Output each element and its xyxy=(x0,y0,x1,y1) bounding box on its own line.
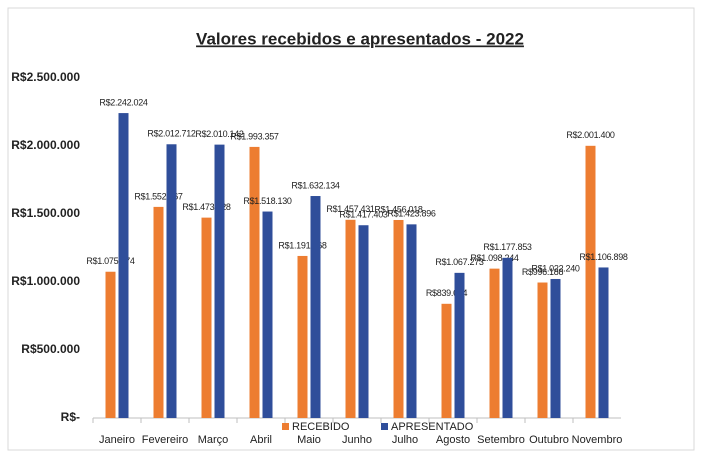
value-label: R$996.188 xyxy=(522,267,564,277)
value-label: R$2.012.712 xyxy=(147,129,196,139)
legend-label: RECEBIDO xyxy=(292,421,350,433)
x-tick-label: Fevereiro xyxy=(142,434,188,446)
x-tick-label: Janeiro xyxy=(99,434,135,446)
legend-swatch xyxy=(282,423,289,430)
value-label: R$2.010.142 xyxy=(195,129,244,139)
bar xyxy=(201,217,212,418)
value-label: R$1.106.898 xyxy=(579,252,628,262)
y-tick-label: R$1.000.000 xyxy=(11,274,80,288)
bar xyxy=(345,219,356,418)
value-label: R$1.457.431 xyxy=(326,204,375,214)
bar xyxy=(550,278,561,418)
x-tick-label: Julho xyxy=(392,434,418,446)
bar xyxy=(105,271,116,418)
value-label: R$1.075.474 xyxy=(86,256,135,266)
x-tick-label: Outubro xyxy=(529,434,569,446)
bar xyxy=(393,219,404,418)
bar xyxy=(310,196,321,418)
value-label: R$1.423.896 xyxy=(387,209,436,219)
bar xyxy=(537,282,548,418)
bar xyxy=(297,255,308,418)
value-label: R$1.518.130 xyxy=(243,196,292,206)
y-tick-label: R$2.500.000 xyxy=(11,70,80,84)
value-label: R$2.242.024 xyxy=(99,97,148,107)
legend-label: APRESENTADO xyxy=(391,421,474,433)
bar xyxy=(406,224,417,418)
value-label: R$2.001.400 xyxy=(566,130,615,140)
bar xyxy=(249,146,260,418)
value-label: R$1.993.357 xyxy=(230,131,279,141)
x-tick-label: Março xyxy=(198,434,229,446)
x-tick-label: Agosto xyxy=(436,434,470,446)
value-label: R$1.473.328 xyxy=(182,202,231,212)
bar xyxy=(166,144,177,418)
bar xyxy=(118,113,129,418)
value-label: R$1.067.273 xyxy=(435,257,484,267)
bar xyxy=(262,211,273,418)
y-tick-label: R$2.000.000 xyxy=(11,138,80,152)
value-label: R$1.098.244 xyxy=(470,253,519,263)
bar xyxy=(585,145,596,418)
bar xyxy=(214,144,225,419)
x-tick-label: Setembro xyxy=(477,434,525,446)
value-label: R$1.456.018 xyxy=(374,204,423,214)
chart-title: Valores recebidos e apresentados - 2022 xyxy=(196,29,524,48)
bar xyxy=(358,225,369,418)
bar xyxy=(489,268,500,418)
legend-swatch xyxy=(381,423,388,430)
value-label: R$1.022.240 xyxy=(531,263,580,273)
bar xyxy=(454,272,465,418)
bar xyxy=(153,206,164,418)
bar xyxy=(502,257,513,418)
x-tick-label: Junho xyxy=(342,434,372,446)
value-label: R$1.417.403 xyxy=(339,210,388,220)
value-label: R$1.632.134 xyxy=(291,180,340,190)
value-label: R$1.191.568 xyxy=(278,240,327,250)
bar xyxy=(441,303,452,418)
bar xyxy=(598,267,609,418)
y-tick-label: R$1.500.000 xyxy=(11,206,80,220)
value-label: R$1.177.853 xyxy=(483,242,532,252)
x-tick-label: Abril xyxy=(250,434,272,446)
x-tick-label: Novembro xyxy=(572,434,623,446)
y-tick-label: R$- xyxy=(61,410,80,424)
x-tick-label: Maio xyxy=(297,434,321,446)
value-label: R$1.552.267 xyxy=(134,191,183,201)
y-tick-label: R$500.000 xyxy=(21,342,80,356)
value-label: R$839.684 xyxy=(426,288,468,298)
